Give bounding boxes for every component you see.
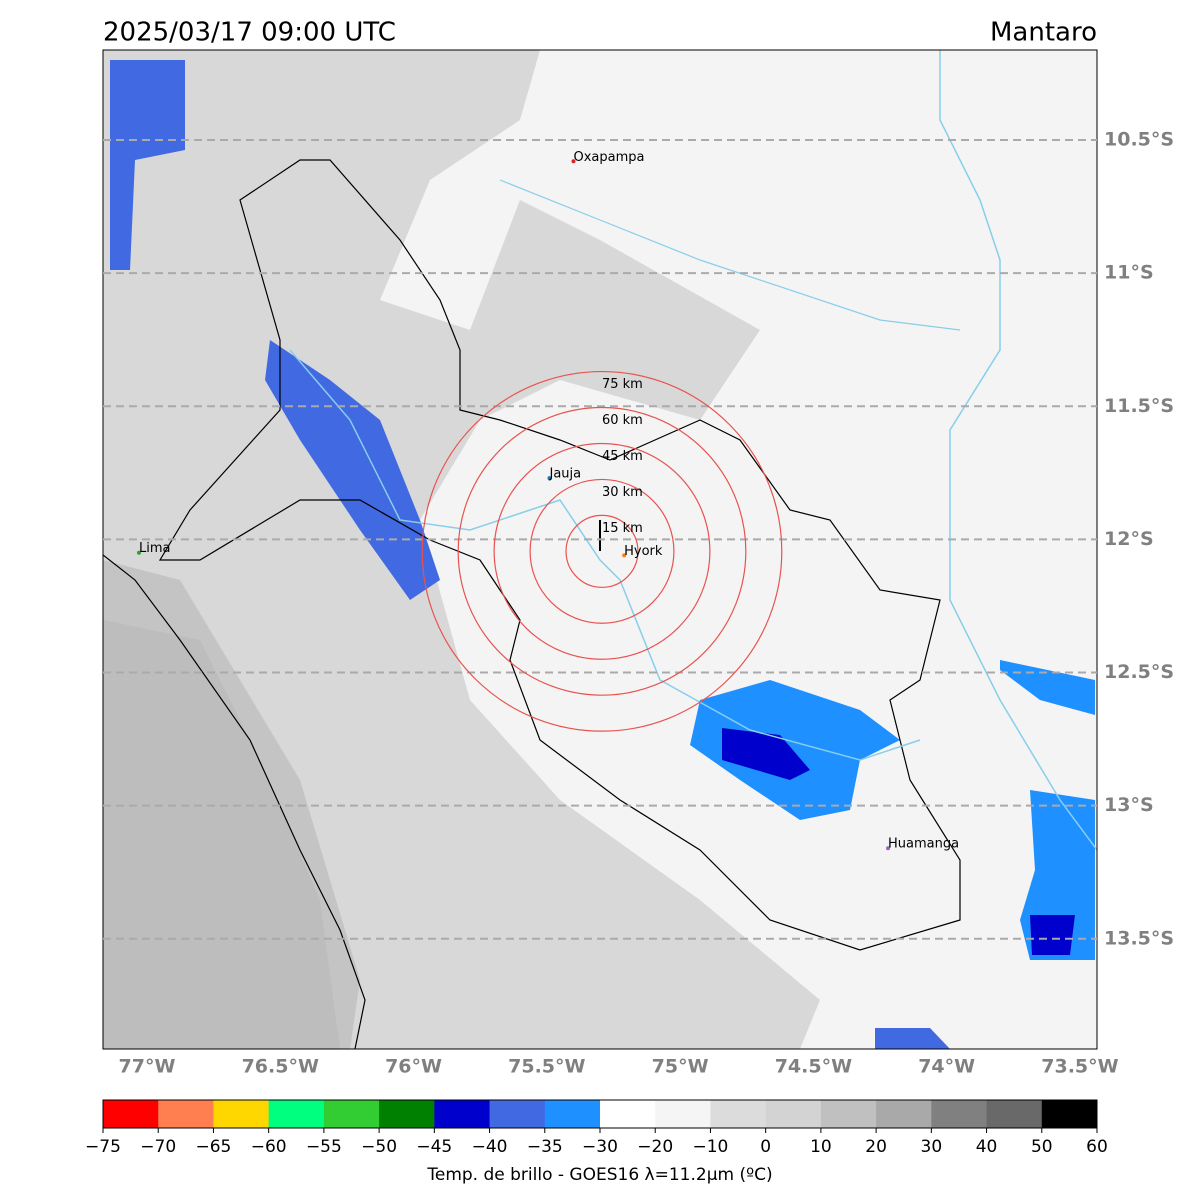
ocean bbox=[103, 620, 340, 1049]
ring-label: 15 km bbox=[602, 521, 643, 536]
city-marker bbox=[622, 553, 627, 558]
ring-label: 75 km bbox=[602, 377, 643, 392]
colorbar-tick-label: −40 bbox=[472, 1137, 508, 1157]
colorbar-tick-label: −75 bbox=[85, 1137, 121, 1157]
lat-label: 12.5°S bbox=[1104, 661, 1174, 683]
lat-label: 11°S bbox=[1104, 262, 1154, 284]
range-ring bbox=[457, 406, 747, 696]
city-label: Lima bbox=[139, 541, 170, 556]
colorbar-bin bbox=[544, 1100, 601, 1128]
colorbar-bin bbox=[931, 1100, 988, 1128]
colorbar-tick-label: 0 bbox=[760, 1137, 771, 1157]
lon-label: 76.5°W bbox=[242, 1056, 319, 1078]
range-ring bbox=[565, 514, 639, 588]
cloud bbox=[1000, 660, 1095, 715]
city-marker bbox=[547, 476, 552, 481]
lon-label: 77°W bbox=[119, 1056, 176, 1078]
range-ring bbox=[493, 442, 711, 660]
colorbar-bin bbox=[986, 1100, 1043, 1128]
lat-label: 12°S bbox=[1104, 528, 1154, 550]
river bbox=[499, 179, 961, 331]
lat-label: 13.5°S bbox=[1104, 927, 1174, 949]
colorbar-bin bbox=[323, 1100, 380, 1128]
lon-label: 76°W bbox=[385, 1056, 442, 1078]
lat-label: 11.5°S bbox=[1104, 395, 1174, 417]
colorbar-bin bbox=[765, 1100, 822, 1128]
colorbar-bin bbox=[158, 1100, 214, 1128]
title: 2025/03/17 09:00 UTC bbox=[103, 18, 396, 48]
colorbar-bin bbox=[379, 1100, 435, 1128]
lon-label: 73.5°W bbox=[1041, 1056, 1118, 1078]
colorbar-label: Temp. de brillo - GOES16 λ=11.2μm (ºC) bbox=[426, 1165, 772, 1185]
colorbar-bin bbox=[710, 1100, 767, 1128]
lon-label: 74.5°W bbox=[775, 1056, 852, 1078]
cloud bbox=[722, 728, 810, 780]
colorbar-tick-label: 50 bbox=[1031, 1137, 1053, 1157]
cloud bbox=[875, 1028, 950, 1049]
city-label: Jauja bbox=[548, 467, 581, 482]
city-marker bbox=[886, 846, 891, 851]
colorbar-tick-label: −20 bbox=[637, 1137, 673, 1157]
colorbar-tick-label: −30 bbox=[582, 1137, 618, 1157]
colorbar-tick-label: −70 bbox=[140, 1137, 176, 1157]
colorbar-bin bbox=[600, 1100, 656, 1128]
cloud bbox=[265, 340, 440, 600]
colorbar-bin bbox=[434, 1100, 491, 1128]
colorbar-tick-label: −50 bbox=[361, 1137, 397, 1157]
range-ring bbox=[529, 478, 675, 624]
cloud bbox=[1030, 915, 1075, 955]
city-label: Huamanga bbox=[888, 837, 959, 852]
colorbar-bin bbox=[655, 1100, 711, 1128]
lon-label: 74°W bbox=[918, 1056, 975, 1078]
city-marker bbox=[571, 159, 576, 164]
colorbar-bin bbox=[213, 1100, 270, 1128]
coastline bbox=[103, 554, 366, 1049]
colorbar-tick-label: −65 bbox=[195, 1137, 231, 1157]
lon-label: 75.5°W bbox=[508, 1056, 585, 1078]
lon-label: 75°W bbox=[652, 1056, 709, 1078]
colorbar-tick-label: 30 bbox=[921, 1137, 943, 1157]
colorbar-tick-label: −60 bbox=[251, 1137, 287, 1157]
basin-boundary bbox=[158, 159, 961, 951]
ring-label: 45 km bbox=[602, 449, 643, 464]
cloud bbox=[690, 680, 900, 820]
colorbar-bin bbox=[876, 1100, 932, 1128]
colorbar-bin bbox=[268, 1100, 325, 1128]
city-label: Hyork bbox=[624, 544, 663, 559]
region-name: Mantaro bbox=[990, 18, 1097, 48]
colorbar-tick-label: 20 bbox=[865, 1137, 887, 1157]
ring-label: 60 km bbox=[602, 413, 643, 428]
colorbar-bin bbox=[103, 1100, 159, 1128]
city-label: Oxapampa bbox=[573, 150, 644, 165]
colorbar-tick-label: −45 bbox=[416, 1137, 452, 1157]
colorbar-tick-label: 40 bbox=[976, 1137, 998, 1157]
imagery bbox=[103, 50, 1097, 1049]
map-frame bbox=[102, 49, 1098, 1050]
lat-label: 13°S bbox=[1104, 794, 1154, 816]
colorbar-tick-label: −10 bbox=[692, 1137, 728, 1157]
colorbar-bin bbox=[820, 1100, 877, 1128]
colorbar-tick-label: −35 bbox=[527, 1137, 563, 1157]
colorbar-tick-label: −55 bbox=[306, 1137, 342, 1157]
colorbar-tick-label: 60 bbox=[1086, 1137, 1108, 1157]
city-marker bbox=[136, 550, 141, 555]
range-ring bbox=[421, 370, 783, 732]
river bbox=[289, 349, 921, 761]
river bbox=[939, 50, 1097, 851]
colorbar-bin bbox=[489, 1100, 546, 1128]
lat-label: 10.5°S bbox=[1104, 128, 1174, 150]
colorbar-bin bbox=[1041, 1100, 1098, 1128]
ring-label: 30 km bbox=[602, 485, 643, 500]
cloud bbox=[110, 60, 185, 270]
colorbar-tick-label: 10 bbox=[810, 1137, 832, 1157]
